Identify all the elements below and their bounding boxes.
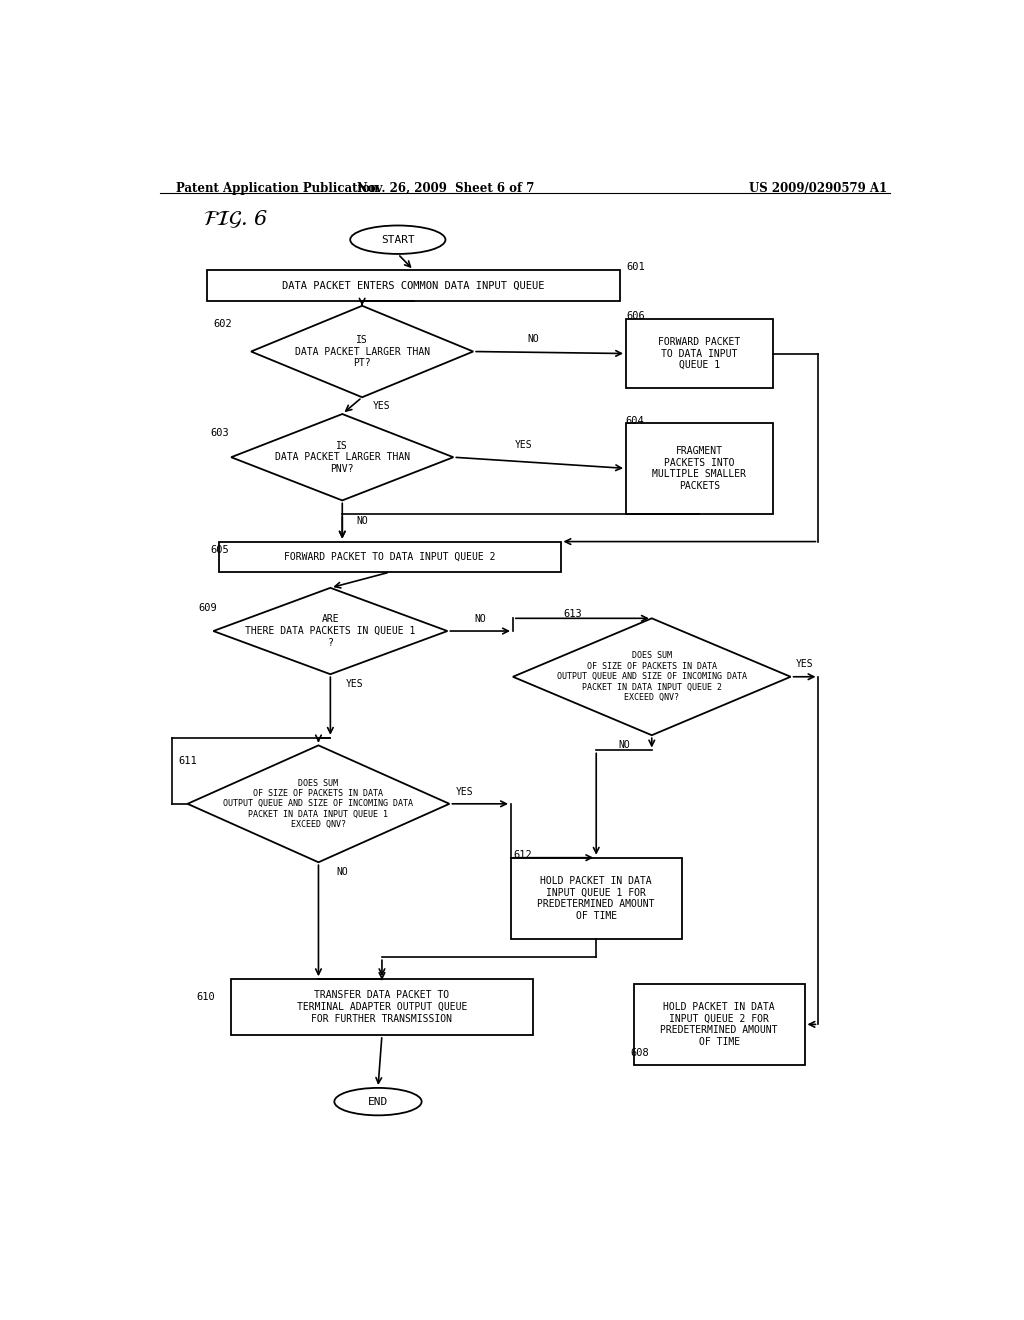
Text: 602: 602: [214, 319, 232, 329]
Text: FRAGMENT
PACKETS INTO
MULTIPLE SMALLER
PACKETS: FRAGMENT PACKETS INTO MULTIPLE SMALLER P…: [652, 446, 746, 491]
Text: Patent Application Publication: Patent Application Publication: [176, 182, 378, 195]
Text: HOLD PACKET IN DATA
INPUT QUEUE 2 FOR
PREDETERMINED AMOUNT
OF TIME: HOLD PACKET IN DATA INPUT QUEUE 2 FOR PR…: [660, 1002, 778, 1047]
Text: NO: NO: [356, 516, 368, 525]
Bar: [231, 979, 532, 1035]
Text: NO: NO: [337, 867, 348, 878]
Text: 601: 601: [627, 263, 645, 272]
Text: HOLD PACKET IN DATA
INPUT QUEUE 1 FOR
PREDETERMINED AMOUNT
OF TIME: HOLD PACKET IN DATA INPUT QUEUE 1 FOR PR…: [538, 876, 655, 921]
Text: 608: 608: [631, 1048, 649, 1057]
Text: $\mathcal{FIG}$. 6: $\mathcal{FIG}$. 6: [204, 209, 269, 230]
Text: YES: YES: [345, 680, 362, 689]
Text: YES: YES: [796, 659, 814, 668]
Text: 613: 613: [563, 609, 582, 619]
Text: 605: 605: [210, 545, 228, 554]
Text: START: START: [381, 235, 415, 244]
Text: 606: 606: [627, 312, 645, 321]
Text: ARE
THERE DATA PACKETS IN QUEUE 1
?: ARE THERE DATA PACKETS IN QUEUE 1 ?: [245, 614, 416, 648]
Text: NO: NO: [618, 741, 630, 750]
Text: US 2009/0290579 A1: US 2009/0290579 A1: [750, 182, 888, 195]
Text: 604: 604: [625, 416, 644, 425]
Bar: [626, 319, 773, 388]
Text: TRANSFER DATA PACKET TO
TERMINAL ADAPTER OUTPUT QUEUE
FOR FURTHER TRANSMISSION: TRANSFER DATA PACKET TO TERMINAL ADAPTER…: [297, 990, 467, 1024]
Text: 611: 611: [178, 756, 197, 766]
Text: IS
DATA PACKET LARGER THAN
PNV?: IS DATA PACKET LARGER THAN PNV?: [274, 441, 410, 474]
Text: FORWARD PACKET TO DATA INPUT QUEUE 2: FORWARD PACKET TO DATA INPUT QUEUE 2: [284, 552, 496, 562]
Bar: [626, 422, 773, 515]
Text: 610: 610: [197, 991, 215, 1002]
Text: 609: 609: [198, 603, 217, 612]
Text: NO: NO: [474, 614, 486, 624]
Bar: [219, 541, 560, 572]
Text: DOES SUM
OF SIZE OF PACKETS IN DATA
OUTPUT QUEUE AND SIZE OF INCOMING DATA
PACKE: DOES SUM OF SIZE OF PACKETS IN DATA OUTP…: [557, 652, 746, 702]
Text: FORWARD PACKET
TO DATA INPUT
QUEUE 1: FORWARD PACKET TO DATA INPUT QUEUE 1: [658, 337, 740, 370]
Bar: [511, 858, 682, 939]
Text: Nov. 26, 2009  Sheet 6 of 7: Nov. 26, 2009 Sheet 6 of 7: [356, 182, 535, 195]
Bar: [207, 271, 621, 301]
Text: IS
DATA PACKET LARGER THAN
PT?: IS DATA PACKET LARGER THAN PT?: [295, 335, 430, 368]
Text: NO: NO: [527, 334, 540, 345]
Text: END: END: [368, 1097, 388, 1106]
Text: DATA PACKET ENTERS COMMON DATA INPUT QUEUE: DATA PACKET ENTERS COMMON DATA INPUT QUE…: [283, 280, 545, 290]
Text: YES: YES: [456, 787, 473, 796]
Text: YES: YES: [515, 440, 532, 450]
Text: YES: YES: [373, 401, 391, 411]
Text: 603: 603: [210, 428, 228, 438]
Text: DOES SUM
OF SIZE OF PACKETS IN DATA
OUTPUT QUEUE AND SIZE OF INCOMING DATA
PACKE: DOES SUM OF SIZE OF PACKETS IN DATA OUTP…: [223, 779, 414, 829]
Text: 612: 612: [514, 850, 532, 859]
Bar: [634, 983, 805, 1065]
